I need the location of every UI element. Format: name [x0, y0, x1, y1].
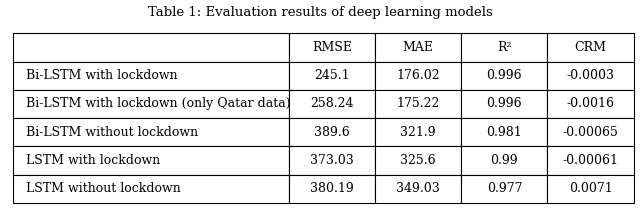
Text: Table 1: Evaluation results of deep learning models: Table 1: Evaluation results of deep lear…: [148, 6, 492, 19]
Text: Bi-LSTM with lockdown: Bi-LSTM with lockdown: [26, 69, 177, 82]
Bar: [13, 175, 289, 203]
Text: 389.6: 389.6: [314, 126, 350, 139]
Bar: [289, 33, 375, 62]
Bar: [13, 146, 289, 175]
Bar: [13, 90, 289, 118]
Bar: [375, 90, 461, 118]
Bar: [547, 62, 634, 90]
Text: MAE: MAE: [403, 41, 434, 54]
Text: 0.981: 0.981: [486, 126, 522, 139]
Text: 245.1: 245.1: [314, 69, 350, 82]
Bar: [547, 33, 634, 62]
Text: 380.19: 380.19: [310, 182, 354, 195]
Bar: [375, 175, 461, 203]
Text: LSTM with lockdown: LSTM with lockdown: [26, 154, 160, 167]
Bar: [289, 146, 375, 175]
Bar: [289, 62, 375, 90]
Text: 0.99: 0.99: [491, 154, 518, 167]
Bar: [13, 118, 289, 146]
Text: 0.996: 0.996: [486, 69, 522, 82]
Bar: [461, 62, 547, 90]
Bar: [13, 33, 289, 62]
Bar: [289, 175, 375, 203]
Text: -0.0016: -0.0016: [566, 97, 614, 111]
Text: 349.03: 349.03: [396, 182, 440, 195]
Bar: [375, 62, 461, 90]
Text: -0.00061: -0.00061: [563, 154, 618, 167]
Bar: [375, 33, 461, 62]
Text: 175.22: 175.22: [397, 97, 440, 111]
Bar: [547, 118, 634, 146]
Text: 0.996: 0.996: [486, 97, 522, 111]
Text: Bi-LSTM with lockdown (only Qatar data): Bi-LSTM with lockdown (only Qatar data): [26, 97, 290, 111]
Text: RMSE: RMSE: [312, 41, 352, 54]
Text: CRM: CRM: [575, 41, 607, 54]
Text: 325.6: 325.6: [401, 154, 436, 167]
Bar: [461, 175, 547, 203]
Text: LSTM without lockdown: LSTM without lockdown: [26, 182, 180, 195]
Text: 0.0071: 0.0071: [569, 182, 612, 195]
Text: R²: R²: [497, 41, 511, 54]
Text: 258.24: 258.24: [310, 97, 354, 111]
Text: -0.0003: -0.0003: [566, 69, 614, 82]
Bar: [461, 90, 547, 118]
Text: Bi-LSTM without lockdown: Bi-LSTM without lockdown: [26, 126, 198, 139]
Bar: [461, 146, 547, 175]
Bar: [289, 118, 375, 146]
Bar: [289, 90, 375, 118]
Text: 373.03: 373.03: [310, 154, 354, 167]
Text: 0.977: 0.977: [486, 182, 522, 195]
Bar: [13, 62, 289, 90]
Bar: [547, 90, 634, 118]
Bar: [375, 118, 461, 146]
Bar: [375, 146, 461, 175]
Bar: [547, 146, 634, 175]
Bar: [461, 118, 547, 146]
Text: -0.00065: -0.00065: [563, 126, 618, 139]
Text: 321.9: 321.9: [401, 126, 436, 139]
Bar: [461, 33, 547, 62]
Bar: [547, 175, 634, 203]
Text: 176.02: 176.02: [396, 69, 440, 82]
